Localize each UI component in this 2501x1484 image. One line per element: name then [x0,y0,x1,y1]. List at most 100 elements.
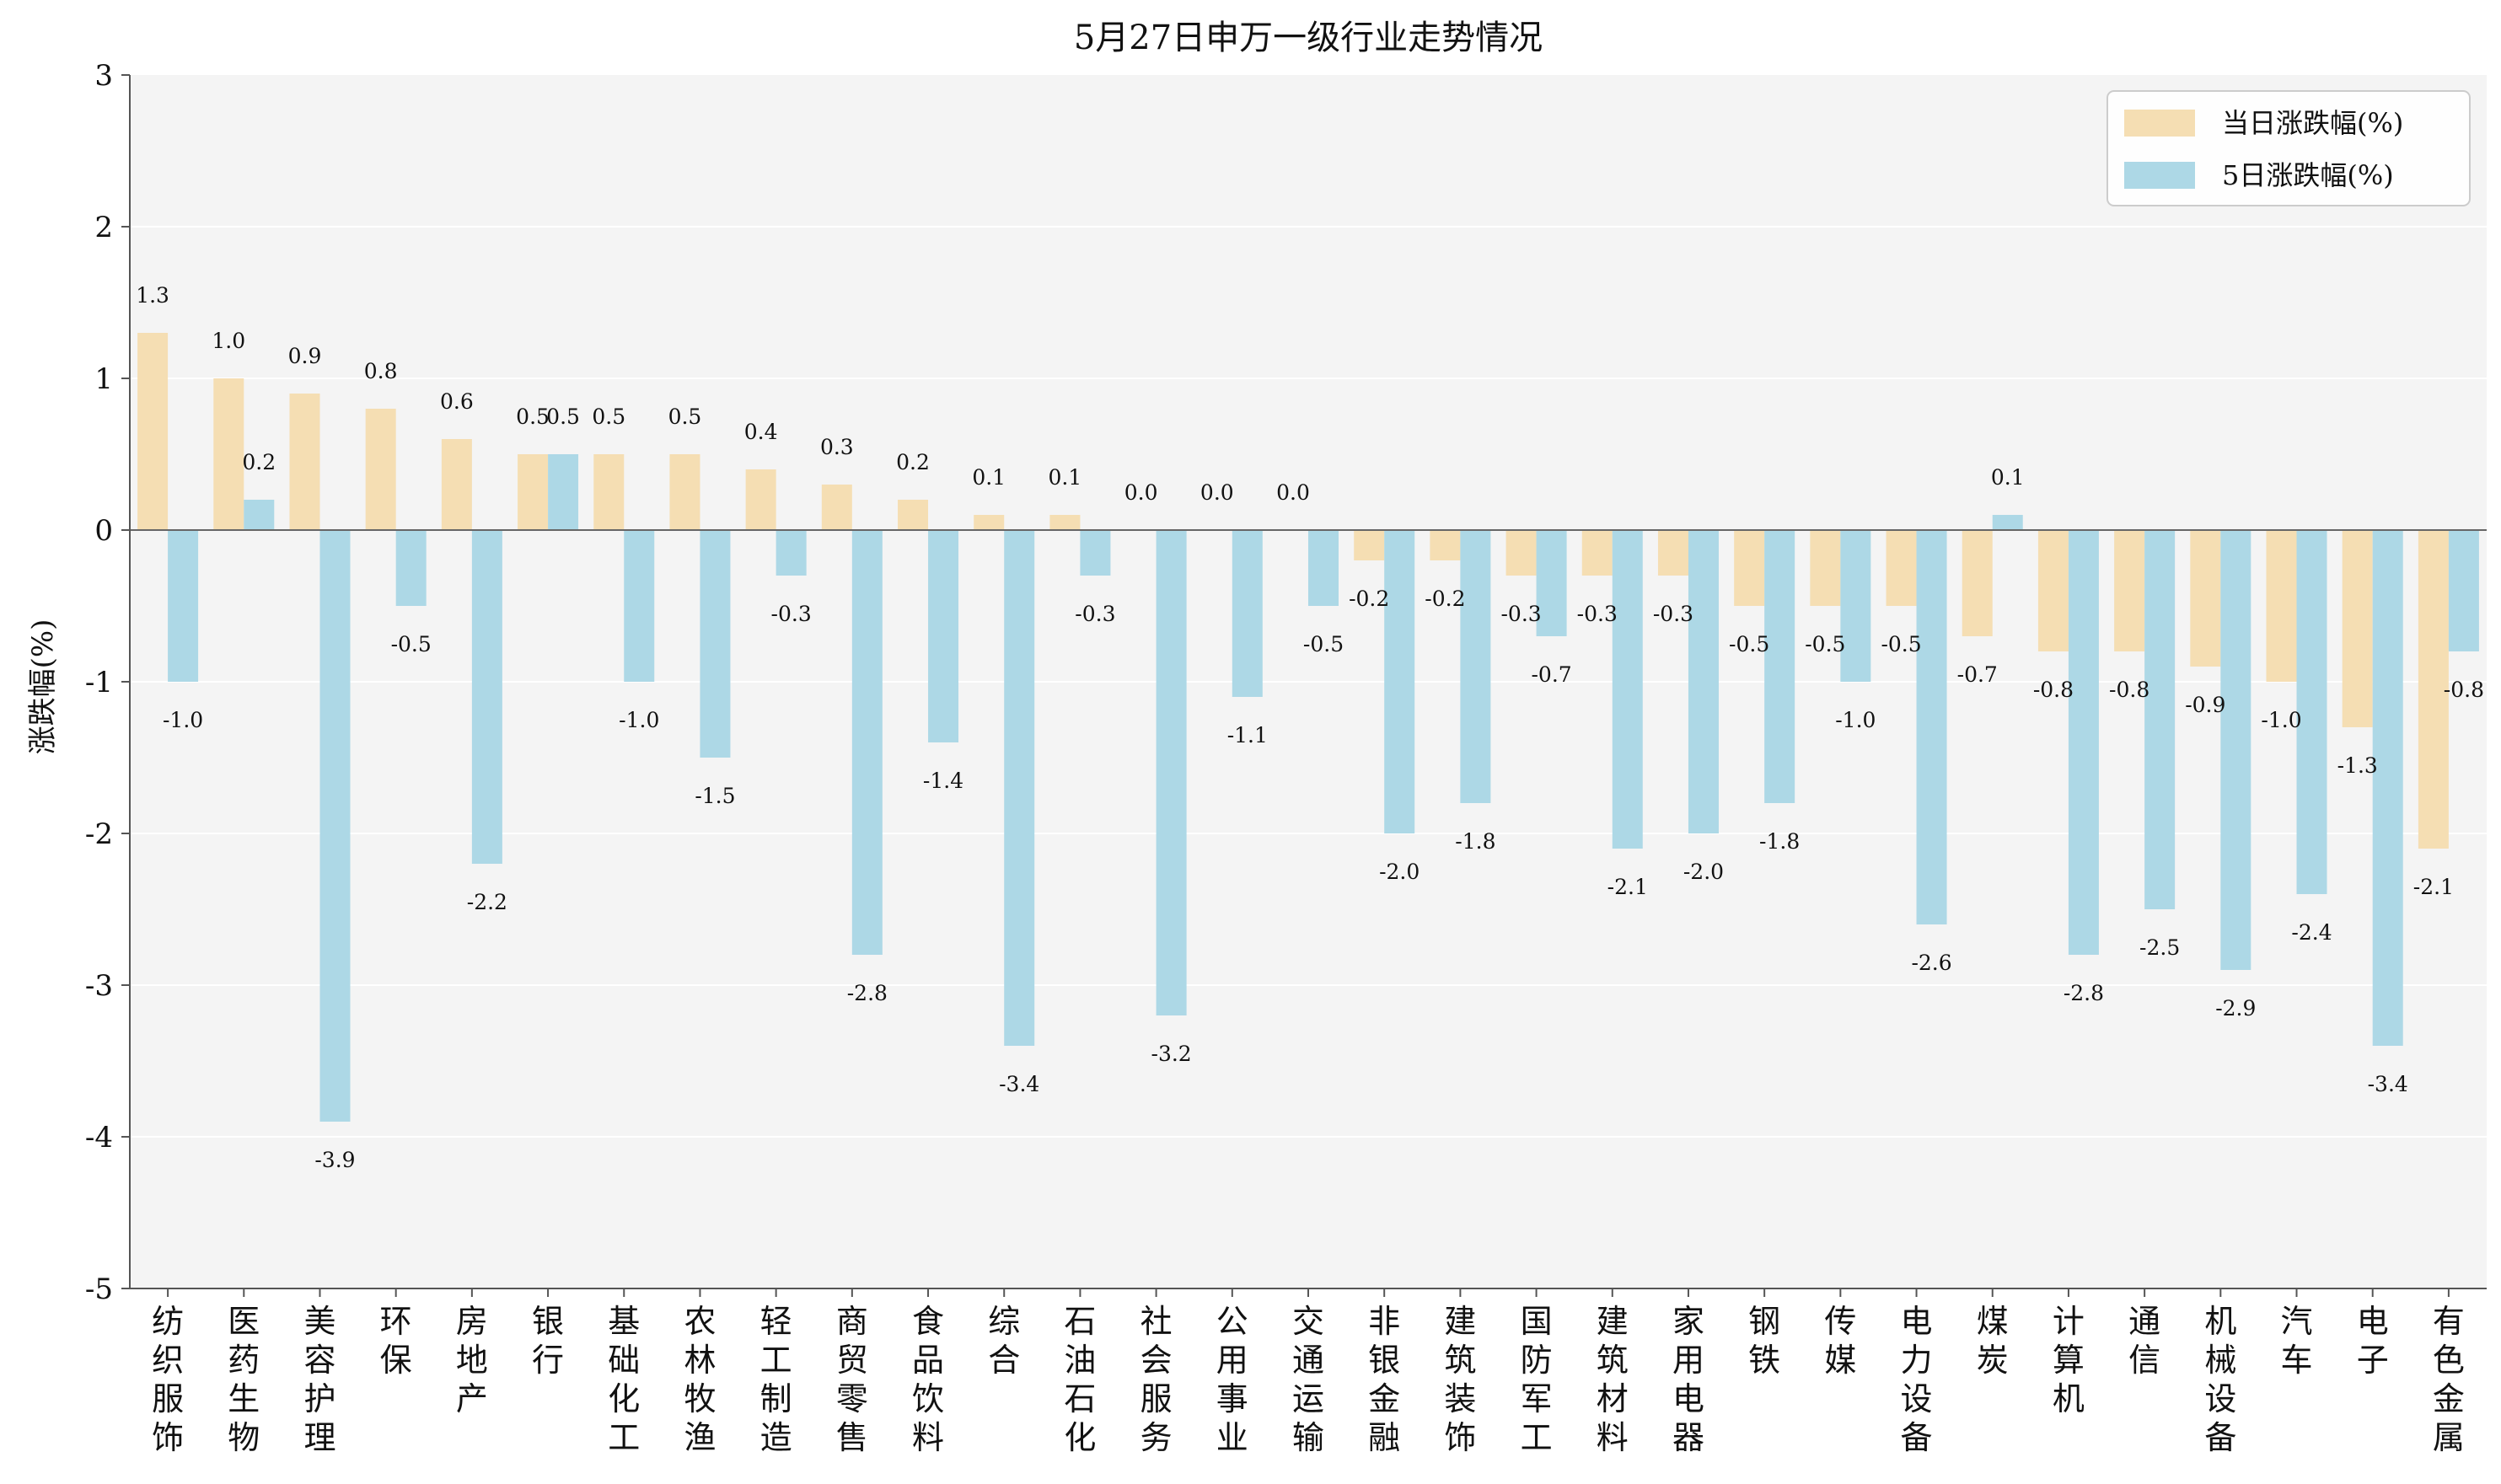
bar-five-day [2144,530,2176,909]
bar-five-day [1688,530,1719,833]
bar-five-day [1460,530,1491,803]
data-label: 0.1 [972,465,1006,490]
x-category-label: 钢铁 [1748,1303,1780,1379]
bar-daily [2266,530,2297,682]
data-label: -2.4 [2291,920,2332,945]
data-label: -0.3 [1500,602,1541,626]
bar-daily [821,485,852,530]
y-tick-label: -4 [85,1121,113,1155]
y-tick-label: 2 [94,211,113,244]
data-label: -1.4 [923,769,963,793]
bar-daily [1049,515,1081,530]
x-category-label: 银行 [532,1303,564,1379]
bar-five-day [2448,530,2479,651]
legend-swatch [2124,110,2195,137]
bar-five-day [168,530,199,682]
x-category-label: 交通运输 [1292,1303,1324,1456]
bar-daily [2190,530,2221,667]
data-label: -0.7 [1957,662,1998,687]
y-tick-label: 1 [94,362,113,396]
bar-five-day [1156,530,1187,1015]
y-tick-label: -2 [85,817,113,851]
y-axis-label: 涨跌幅(%) [26,619,60,755]
x-category-label: 商贸零售 [836,1303,868,1456]
data-label: 0.5 [516,404,550,429]
data-label: 0.1 [1991,465,2025,490]
data-label: -1.0 [619,708,659,732]
bar-daily [2418,530,2449,849]
bar-daily [137,333,169,530]
bar-daily [1354,530,1385,560]
x-category-label: 电子 [2357,1303,2389,1379]
x-category-label: 计算机 [2053,1303,2085,1417]
y-tick-label: 0 [94,514,113,548]
x-category-label: 家用电器 [1672,1303,1704,1456]
data-label: -1.8 [1455,829,1495,854]
bar-daily [2342,530,2373,727]
x-category-label: 非银金融 [1368,1303,1400,1456]
data-label: -0.5 [1303,632,1344,656]
data-label: -0.5 [391,632,432,656]
data-label: -2.8 [847,981,888,1005]
data-label: 0.5 [668,404,702,429]
data-label: -3.2 [1151,1042,1192,1066]
legend-label: 5日涨跌幅(%) [2222,159,2394,191]
x-category-label: 电力设备 [1901,1303,1933,1456]
bar-daily [669,454,700,530]
bar-daily [593,454,625,530]
bar-five-day [395,530,427,606]
bar-five-day [2372,530,2403,1046]
data-label: -0.8 [2033,678,2074,702]
data-label: -0.3 [1075,602,1115,626]
bar-five-day [2296,530,2327,894]
bar-five-day [1916,530,1947,924]
data-label: -1.0 [1835,708,1876,732]
bar-daily [2037,530,2069,651]
bar-daily [1505,530,1537,576]
data-label: -0.5 [1729,632,1769,656]
x-category-label: 轻工制造 [760,1303,792,1456]
bar-five-day [319,530,351,1122]
gridlines [130,226,2487,1138]
bars [137,333,2479,1122]
data-label: -0.2 [1425,587,1465,611]
chart-title: 5月27日申万一级行业走势情况 [1074,19,1543,57]
data-label: -2.0 [1683,860,1724,884]
data-label: -2.5 [2139,935,2180,960]
data-label: -2.8 [2064,981,2104,1005]
bar-daily [1657,530,1688,576]
bar-daily [441,439,472,530]
x-category-labels: 纺织服饰 医药生物 美容护理 环保 房地产 银行 基础化工 农林牧渔 轻工制造 商贸零售 食品饮料 综… [152,1303,2465,1456]
y-tick-label: 3 [94,59,113,93]
data-label: 0.0 [1124,480,1158,505]
x-category-label: 房地产 [456,1303,488,1417]
bar-five-day [548,454,579,530]
data-label: -0.3 [1577,602,1618,626]
data-label: 0.1 [1049,465,1082,490]
x-category-label: 医药生物 [228,1303,260,1456]
bar-five-day [1536,530,1567,636]
bar-five-day [700,530,731,758]
legend: 当日涨跌幅(%) 5日涨跌幅(%) [2107,90,2471,206]
data-label: 0.0 [1200,480,1234,505]
data-label: -1.5 [695,784,735,808]
bar-five-day [1764,530,1795,803]
data-label: 0.2 [242,450,276,474]
data-label: -1.0 [2261,708,2301,732]
x-category-label: 煤炭 [1977,1303,2009,1379]
data-label: -3.9 [314,1148,355,1172]
data-label: 1.0 [212,329,245,353]
bar-daily [1734,530,1765,606]
bar-five-day [1080,530,1111,576]
bar-five-day [851,530,883,955]
data-label: -3.4 [2368,1072,2408,1096]
data-label: -0.5 [1805,632,1845,656]
legend-swatch [2124,162,2195,189]
bar-daily [1962,530,1993,636]
data-label: 0.8 [364,359,398,383]
data-label: -0.3 [1653,602,1693,626]
data-label: -0.2 [1349,587,1389,611]
bar-five-day [624,530,655,682]
bar-five-day [471,530,502,864]
